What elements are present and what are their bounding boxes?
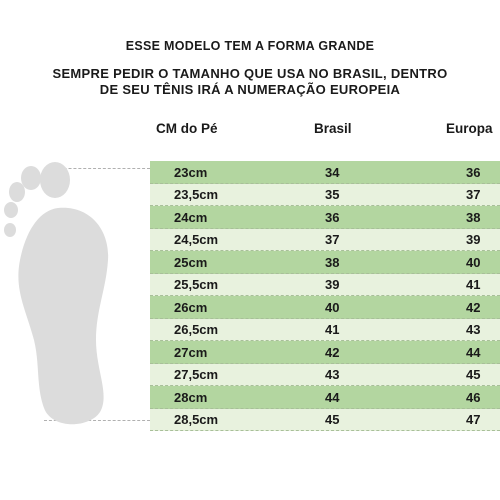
cell-brasil: 42 [325, 344, 340, 360]
cell-cm: 24cm [174, 209, 208, 225]
cell-brasil: 41 [325, 322, 340, 338]
cell-cm: 26cm [174, 299, 208, 315]
cell-brasil: 34 [325, 164, 340, 180]
cell-brasil: 44 [325, 389, 340, 405]
table-row: 24,5cm 37 39 [150, 228, 500, 251]
table-row: 28cm 44 46 [150, 386, 500, 409]
guide-line-top [44, 168, 150, 169]
cell-brasil: 38 [325, 254, 340, 270]
toe-icon [4, 223, 16, 237]
cell-europa: 46 [466, 389, 481, 405]
cell-europa: 43 [466, 322, 481, 338]
cell-europa: 44 [466, 344, 481, 360]
column-header-cm: CM do Pé [156, 121, 218, 136]
notice-line-2: DE SEU TÊNIS IRÁ A NUMERAÇÃO EUROPEIA [99, 82, 401, 97]
foot-icon [4, 162, 109, 425]
table-row: 25,5cm 39 41 [150, 273, 500, 296]
cell-europa: 45 [466, 367, 481, 383]
cell-brasil: 37 [325, 232, 340, 248]
table-row: 26,5cm 41 43 [150, 318, 500, 341]
column-header-europa: Europa [446, 121, 493, 136]
toe-icon [9, 182, 25, 202]
cell-brasil: 43 [325, 367, 340, 383]
sole-icon [18, 207, 109, 425]
cell-brasil: 40 [325, 299, 340, 315]
notice-line-1: SEMPRE PEDIR O TAMANHO QUE USA NO BRASIL… [52, 66, 448, 81]
cell-cm: 23cm [174, 164, 208, 180]
notice-title: ESSE MODELO TEM A FORMA GRANDE [125, 39, 375, 53]
table-row: 23cm 34 36 [150, 161, 500, 184]
cell-cm: 27,5cm [174, 367, 219, 383]
cell-cm: 24,5cm [174, 232, 219, 248]
cell-europa: 41 [466, 277, 481, 293]
cell-cm: 28,5cm [174, 412, 219, 428]
cell-cm: 28cm [174, 389, 208, 405]
table-row: 25cm 38 40 [150, 251, 500, 274]
cell-cm: 25,5cm [174, 277, 219, 293]
cell-brasil: 45 [325, 412, 340, 428]
cell-europa: 37 [466, 187, 481, 203]
toe-icon [21, 166, 41, 190]
cell-brasil: 36 [325, 209, 340, 225]
table-row: 27cm 42 44 [150, 341, 500, 364]
cell-europa: 39 [466, 232, 481, 248]
toe-icon [4, 202, 18, 218]
cell-europa: 40 [466, 254, 481, 270]
table-row: 26cm 40 42 [150, 296, 500, 319]
size-table: 23cm 34 36 23,5cm 35 37 24cm 36 38 24,5cm 37 39 25cm… [150, 161, 500, 431]
guide-line-bottom [44, 420, 150, 421]
cell-europa: 47 [466, 412, 481, 428]
cell-europa: 36 [466, 164, 481, 180]
table-row: 23,5cm 35 37 [150, 183, 500, 206]
cell-cm: 25cm [174, 254, 208, 270]
cell-europa: 42 [466, 299, 481, 315]
big-toe-icon [40, 162, 70, 198]
table-row: 28,5cm 45 47 [150, 408, 500, 431]
cell-cm: 27cm [174, 344, 208, 360]
cell-cm: 26,5cm [174, 322, 219, 338]
cell-brasil: 35 [325, 187, 340, 203]
table-row: 27,5cm 43 45 [150, 363, 500, 386]
cell-cm: 23,5cm [174, 187, 219, 203]
cell-europa: 38 [466, 209, 481, 225]
cell-brasil: 39 [325, 277, 340, 293]
column-header-brasil: Brasil [314, 121, 352, 136]
table-row: 24cm 36 38 [150, 206, 500, 229]
